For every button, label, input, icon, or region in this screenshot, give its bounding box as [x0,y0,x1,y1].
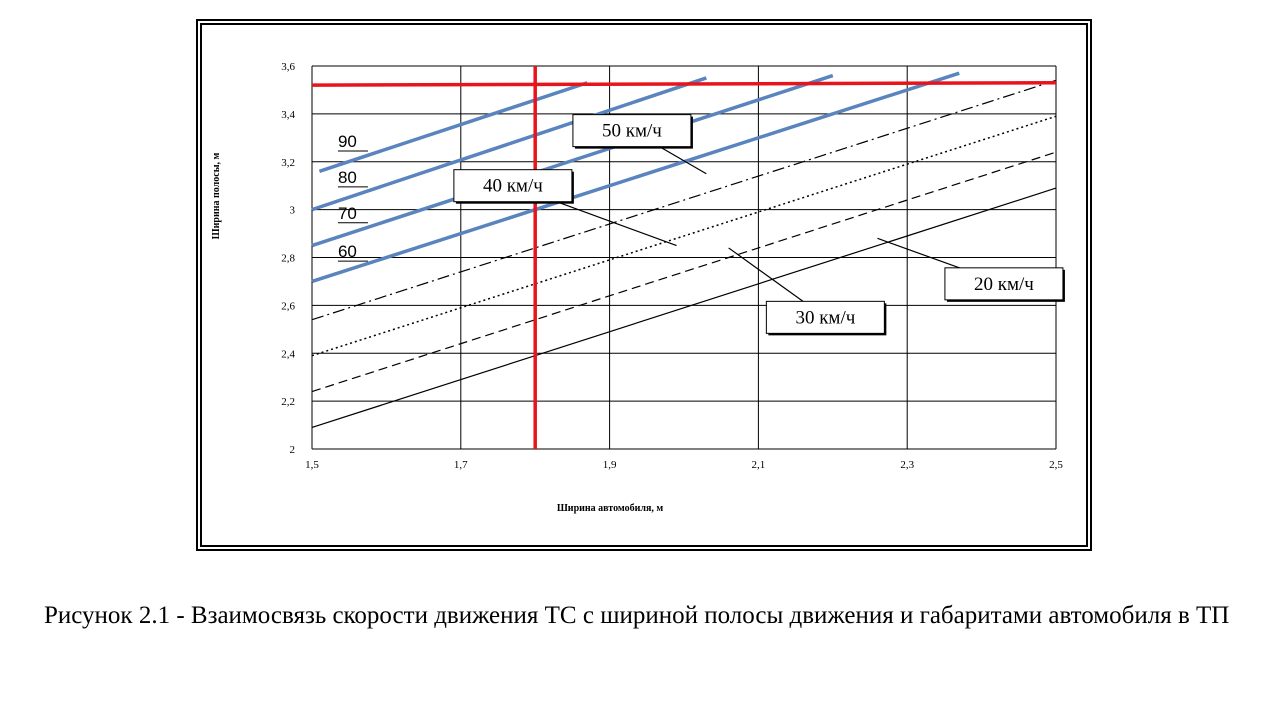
callout-box [453,169,573,203]
chart-frame [196,19,1092,551]
figure-caption: Рисунок 2.1 - Взаимосвязь скорости движе… [44,602,1230,629]
blue-line-label-80: 80 [338,168,357,187]
series-line-40 [311,115,1057,357]
callout-label-30: 30 км/ч [795,307,855,328]
blue-line-label-60: 60 [338,242,357,261]
y-tick-label: 3 [290,205,296,217]
callout-box [944,267,1064,301]
series-lines [311,66,1057,449]
grid [311,65,1057,450]
y-axis-title: Ширина полосы, м [211,153,222,240]
callout-box [572,114,692,148]
callout-label-50: 50 км/ч [602,121,662,142]
x-tick-label: 2,5 [1049,459,1063,471]
y-tick-label: 2 [290,444,296,456]
callout-box [765,300,885,334]
blue-line-label-90: 90 [338,132,357,151]
x-tick-label: 1,5 [305,459,319,471]
x-tick-label: 1,7 [454,459,468,471]
series-line-60 [311,71,960,284]
callout-label-20: 20 км/ч [974,274,1034,295]
series-line-30 [311,151,1057,393]
x-tick-label: 2,3 [900,459,914,471]
series-line-90 [318,81,588,173]
series-line-70 [311,73,834,248]
series-line-50 [311,79,1057,321]
y-tick-label: 3,2 [281,157,295,169]
y-tick-label: 2,6 [281,300,295,312]
chart-labels: 2 2,2 2,4 2,6 2,8 3 3,2 3,4 3,6 1,5 1,7 1,9 2,1 2,3 2,… [211,61,1065,514]
series-line-80 [311,76,707,212]
x-tick-label: 2,1 [752,459,766,471]
x-tick-label: 1,9 [603,459,617,471]
red-reference-line-8 [311,81,1057,87]
x-axis-title: Ширина автомобиля, м [557,503,664,514]
series-line-20 [311,187,1057,429]
y-tick-label: 3,6 [281,61,295,73]
y-tick-label: 2,8 [281,253,295,265]
callout-label-40: 40 км/ч [483,176,543,197]
blue-line-label-70: 70 [338,204,357,223]
y-tick-label: 3,4 [281,109,295,121]
y-tick-label: 2,4 [281,348,295,360]
y-tick-label: 2,2 [281,396,295,408]
